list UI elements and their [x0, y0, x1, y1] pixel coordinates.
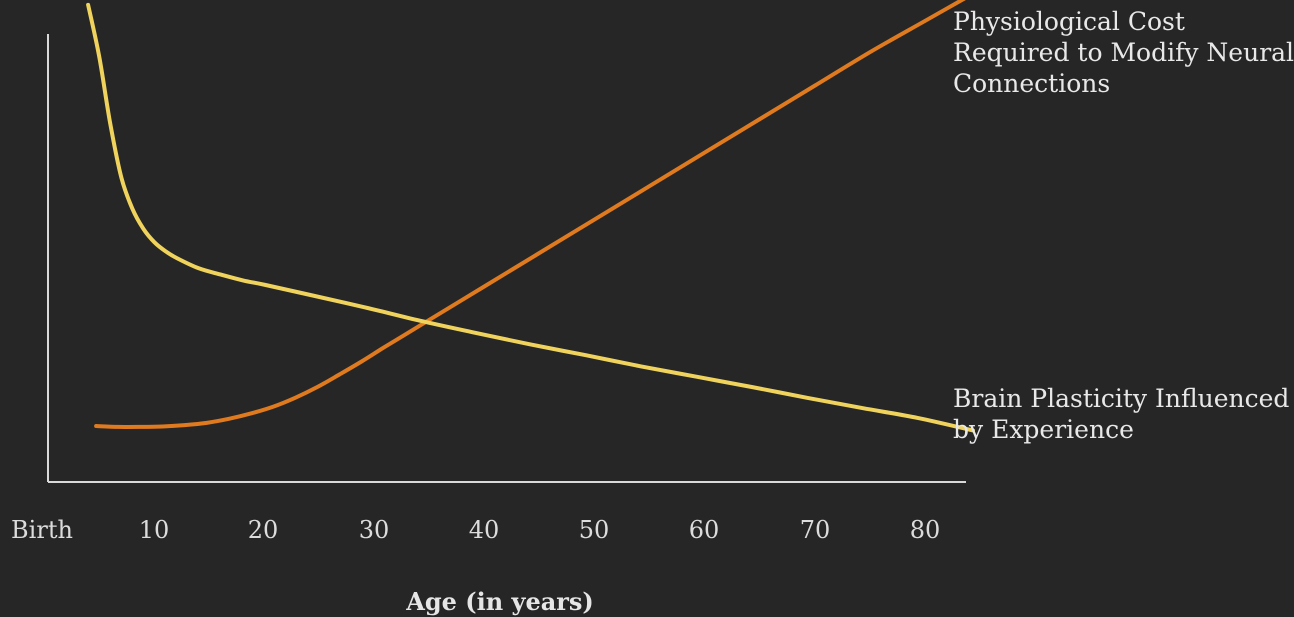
x-axis-title: Age (in years)	[405, 587, 594, 616]
series-layer	[88, 0, 981, 430]
x-tick-label: 50	[579, 516, 610, 544]
series-label-physiological-cost: Physiological Cost Required to Modify Neu…	[953, 7, 1294, 98]
series-label-line: by Experience	[953, 415, 1134, 444]
series-line-physiological-cost	[96, 0, 981, 427]
x-tick-label: 40	[469, 516, 500, 544]
series-labels: Physiological Cost Required to Modify Neu…	[953, 7, 1294, 444]
series-label-line: Required to Modify Neural	[953, 38, 1294, 67]
x-tick-label: 30	[359, 516, 390, 544]
series-label-line: Connections	[953, 69, 1110, 98]
axes	[48, 34, 966, 482]
series-label-line: Brain Plasticity Influenced	[953, 384, 1289, 413]
series-label-brain-plasticity: Brain Plasticity Influenced by Experience	[953, 384, 1289, 444]
x-tick-label: 60	[689, 516, 720, 544]
x-tick-label: 10	[139, 516, 170, 544]
x-tick-label: 70	[800, 516, 831, 544]
x-tick-label: 80	[910, 516, 941, 544]
x-tick-labels: Birth 10 20 30 40 50 60 70 80	[11, 516, 940, 544]
x-tick-label: 20	[248, 516, 279, 544]
series-label-line: Physiological Cost	[953, 7, 1185, 36]
x-tick-label: Birth	[11, 516, 73, 544]
